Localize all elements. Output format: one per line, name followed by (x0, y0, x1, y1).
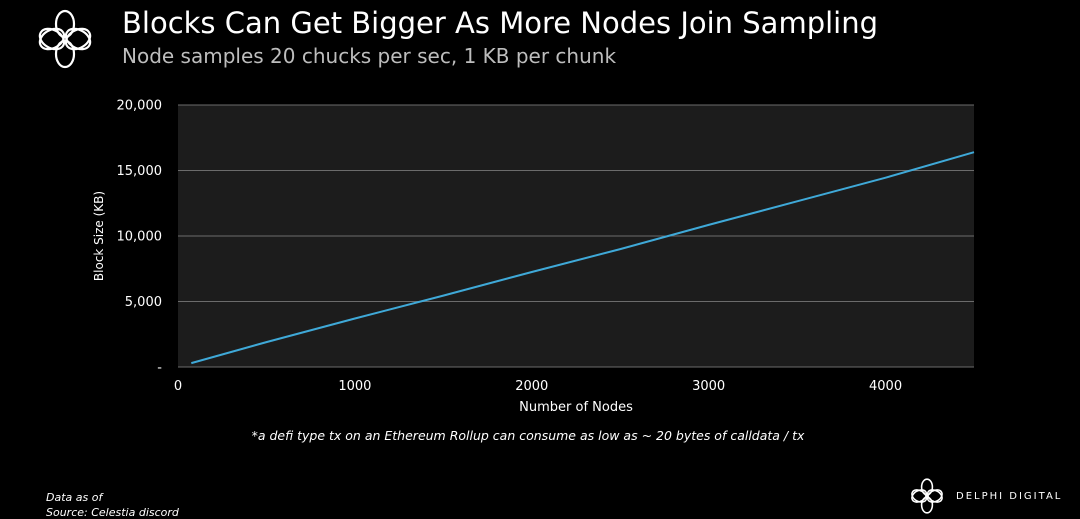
brand-name: DELPHI DIGITAL (956, 490, 1063, 502)
page-subtitle: Node samples 20 chucks per sec, 1 KB per… (122, 44, 617, 68)
delphi-logo-icon (38, 9, 92, 69)
gridlines (178, 104, 974, 368)
y-tick-label: 15,000 (117, 164, 163, 179)
y-tick-label: 5,000 (125, 295, 162, 310)
y-axis-label: Block Size (KB) (92, 191, 106, 281)
footnote: *a defi type tx on an Ethereum Rollup ca… (251, 428, 805, 443)
source-label: Source: Celestia discord (46, 506, 179, 519)
x-axis-ticks: 0 1000 2000 3000 4000 (174, 379, 902, 394)
delphi-brand-logo-icon (911, 478, 943, 514)
x-tick-label: 2000 (515, 379, 548, 394)
x-tick-label: 3000 (692, 379, 725, 394)
x-tick-label: 1000 (338, 379, 371, 394)
x-tick-label: 0 (174, 379, 182, 394)
y-tick-label: 20,000 (117, 99, 163, 114)
y-tick-label: - (157, 361, 162, 376)
y-tick-label: 10,000 (117, 230, 163, 245)
series-lines (191, 151, 975, 365)
x-axis-label: Number of Nodes (519, 400, 633, 415)
data-as-of-label: Data as of (46, 491, 103, 504)
page-title: Blocks Can Get Bigger As More Nodes Join… (122, 6, 879, 40)
x-tick-label: 4000 (869, 379, 902, 394)
series-line-0 (191, 151, 975, 365)
brand-mark: DELPHI DIGITAL (906, 476, 1062, 516)
y-axis-ticks: - 5,000 10,000 15,000 20,000 (117, 99, 163, 376)
